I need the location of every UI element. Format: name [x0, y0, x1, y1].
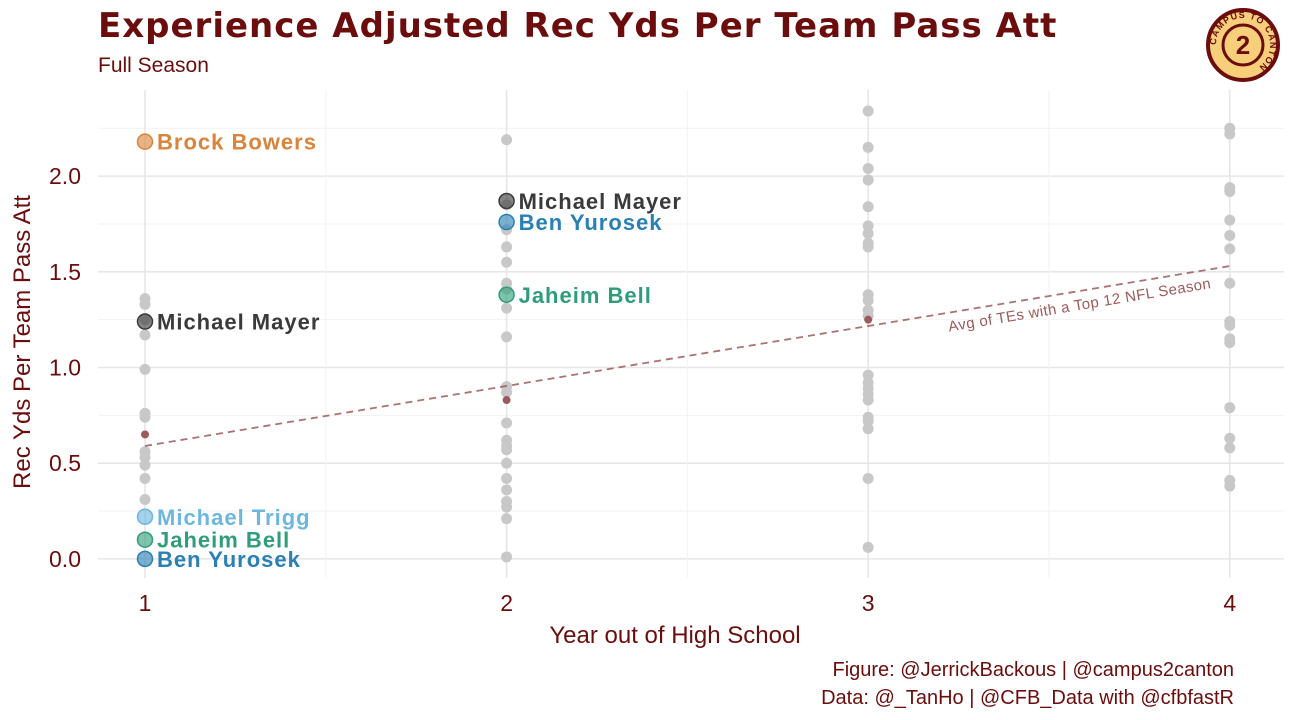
- highlighted-point: [136, 508, 154, 526]
- background-point: [862, 394, 874, 406]
- background-point: [501, 331, 513, 343]
- player-label: Jaheim Bell: [519, 283, 652, 308]
- chart-subtitle: Full Season: [98, 54, 209, 77]
- background-point: [139, 451, 151, 463]
- x-tick-label: 1: [139, 590, 152, 616]
- background-point: [1224, 185, 1236, 197]
- x-tick-label: 4: [1223, 590, 1236, 616]
- background-point: [1224, 214, 1236, 226]
- axis-layer: 0.0 0.5 1.0 1.5 2.0 1 2 3 4 Year out of High Scho…: [9, 163, 1236, 649]
- background-point: [1224, 128, 1236, 140]
- y-tick-label: 1.5: [49, 259, 81, 285]
- highlighted-point: [498, 213, 515, 231]
- background-point: [1224, 402, 1236, 414]
- background-point: [862, 228, 874, 240]
- background-point: [862, 162, 874, 174]
- caption-data-credit: Data: @_TanHo | @CFB_Data with @cfbfastR: [821, 687, 1234, 709]
- background-point: [501, 134, 513, 146]
- average-trend-line: [144, 265, 1230, 447]
- background-points-layer: [139, 105, 1236, 563]
- background-point: [1224, 319, 1236, 331]
- player-label: Jaheim Bell: [157, 528, 290, 553]
- background-point: [862, 369, 874, 381]
- y-tick-label: 0.0: [49, 546, 81, 572]
- background-point: [501, 472, 513, 484]
- background-point: [862, 220, 874, 232]
- x-tick-label: 2: [500, 590, 513, 616]
- player-label: Michael Mayer: [157, 310, 320, 335]
- background-point: [501, 386, 513, 398]
- background-point: [501, 457, 513, 469]
- background-point: [501, 417, 513, 429]
- background-point: [862, 415, 874, 427]
- background-point: [139, 329, 151, 341]
- background-point: [862, 105, 874, 117]
- highlighted-point: [498, 192, 515, 210]
- background-point: [1224, 243, 1236, 255]
- caption: Figure: @JerrickBackous | @campus2canton…: [821, 656, 1234, 712]
- average-point: [502, 396, 511, 405]
- logo-glyph: 2: [1236, 30, 1250, 60]
- y-axis-title: Rec Yds Per Team Pass Att: [9, 195, 36, 489]
- background-point: [501, 551, 513, 563]
- highlighted-point: [136, 313, 154, 330]
- background-point: [139, 363, 151, 375]
- background-point: [1224, 432, 1236, 444]
- background-point: [862, 541, 874, 553]
- y-tick-label: 0.5: [49, 450, 81, 476]
- background-point: [862, 472, 874, 484]
- logo-inner-ring: [1221, 23, 1265, 67]
- background-point: [862, 201, 874, 213]
- player-label: Michael Trigg: [157, 505, 311, 530]
- average-series-layer: Avg of TEs with a Top 12 NFL Season: [141, 265, 1230, 447]
- background-point: [501, 241, 513, 253]
- background-point: [501, 256, 513, 268]
- background-point: [139, 298, 151, 310]
- background-point: [501, 513, 513, 525]
- player-label: Ben Yurosek: [157, 547, 301, 572]
- highlighted-point: [136, 531, 154, 548]
- background-point: [862, 295, 874, 307]
- caption-figure-credit: Figure: @JerrickBackous | @campus2canton: [832, 659, 1234, 681]
- y-tick-label: 1.0: [49, 354, 81, 380]
- average-line-label: Avg of TEs with a Top 12 NFL Season: [947, 275, 1212, 335]
- background-point: [862, 423, 874, 435]
- y-tick-label: 2.0: [49, 163, 81, 189]
- background-point: [1224, 229, 1236, 241]
- background-point: [501, 484, 513, 496]
- background-point: [1224, 337, 1236, 349]
- background-point: [1224, 480, 1236, 492]
- background-point: [139, 411, 151, 423]
- campus2canton-logo-icon[interactable]: CAMPUS TO CANTON 2: [1206, 8, 1280, 82]
- average-point: [141, 430, 150, 439]
- highlighted-point: [136, 133, 154, 150]
- background-point: [862, 174, 874, 186]
- background-point: [1224, 277, 1236, 289]
- background-point: [139, 472, 151, 484]
- highlighted-point: [136, 550, 154, 568]
- player-label: Ben Yurosek: [519, 210, 663, 235]
- player-label: Brock Bowers: [157, 130, 317, 155]
- background-point: [501, 302, 513, 314]
- background-point: [501, 444, 513, 456]
- chart-title: Experience Adjusted Rec Yds Per Team Pas…: [98, 6, 1058, 46]
- background-point: [139, 494, 151, 506]
- background-point: [501, 501, 513, 513]
- background-point: [862, 241, 874, 253]
- x-tick-label: 3: [862, 590, 875, 616]
- grid-layer: [98, 90, 1284, 578]
- background-point: [1224, 442, 1236, 454]
- average-point: [864, 315, 873, 324]
- highlighted-point: [498, 286, 515, 304]
- x-axis-title: Year out of High School: [549, 622, 800, 649]
- background-point: [862, 141, 874, 153]
- player-label: Michael Mayer: [519, 189, 682, 214]
- background-point: [139, 459, 151, 471]
